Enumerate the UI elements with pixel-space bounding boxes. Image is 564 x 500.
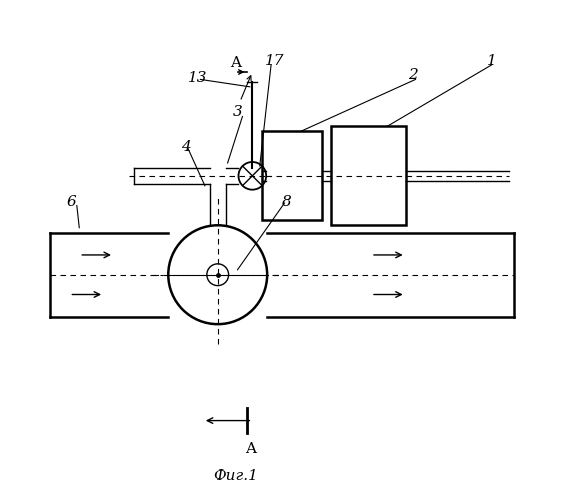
Text: 17: 17 bbox=[265, 54, 284, 68]
Text: 6: 6 bbox=[67, 194, 77, 208]
Text: A: A bbox=[230, 56, 241, 70]
Text: 4: 4 bbox=[180, 140, 191, 154]
Text: 1: 1 bbox=[487, 54, 497, 68]
Text: 2: 2 bbox=[408, 68, 418, 82]
Text: 3: 3 bbox=[232, 106, 243, 120]
Bar bbox=[332, 126, 406, 226]
Text: 8: 8 bbox=[282, 194, 292, 208]
Bar bbox=[262, 132, 321, 220]
Text: 13: 13 bbox=[188, 71, 208, 85]
Text: Фиг.1: Фиг.1 bbox=[213, 469, 258, 483]
Text: A: A bbox=[245, 442, 256, 456]
